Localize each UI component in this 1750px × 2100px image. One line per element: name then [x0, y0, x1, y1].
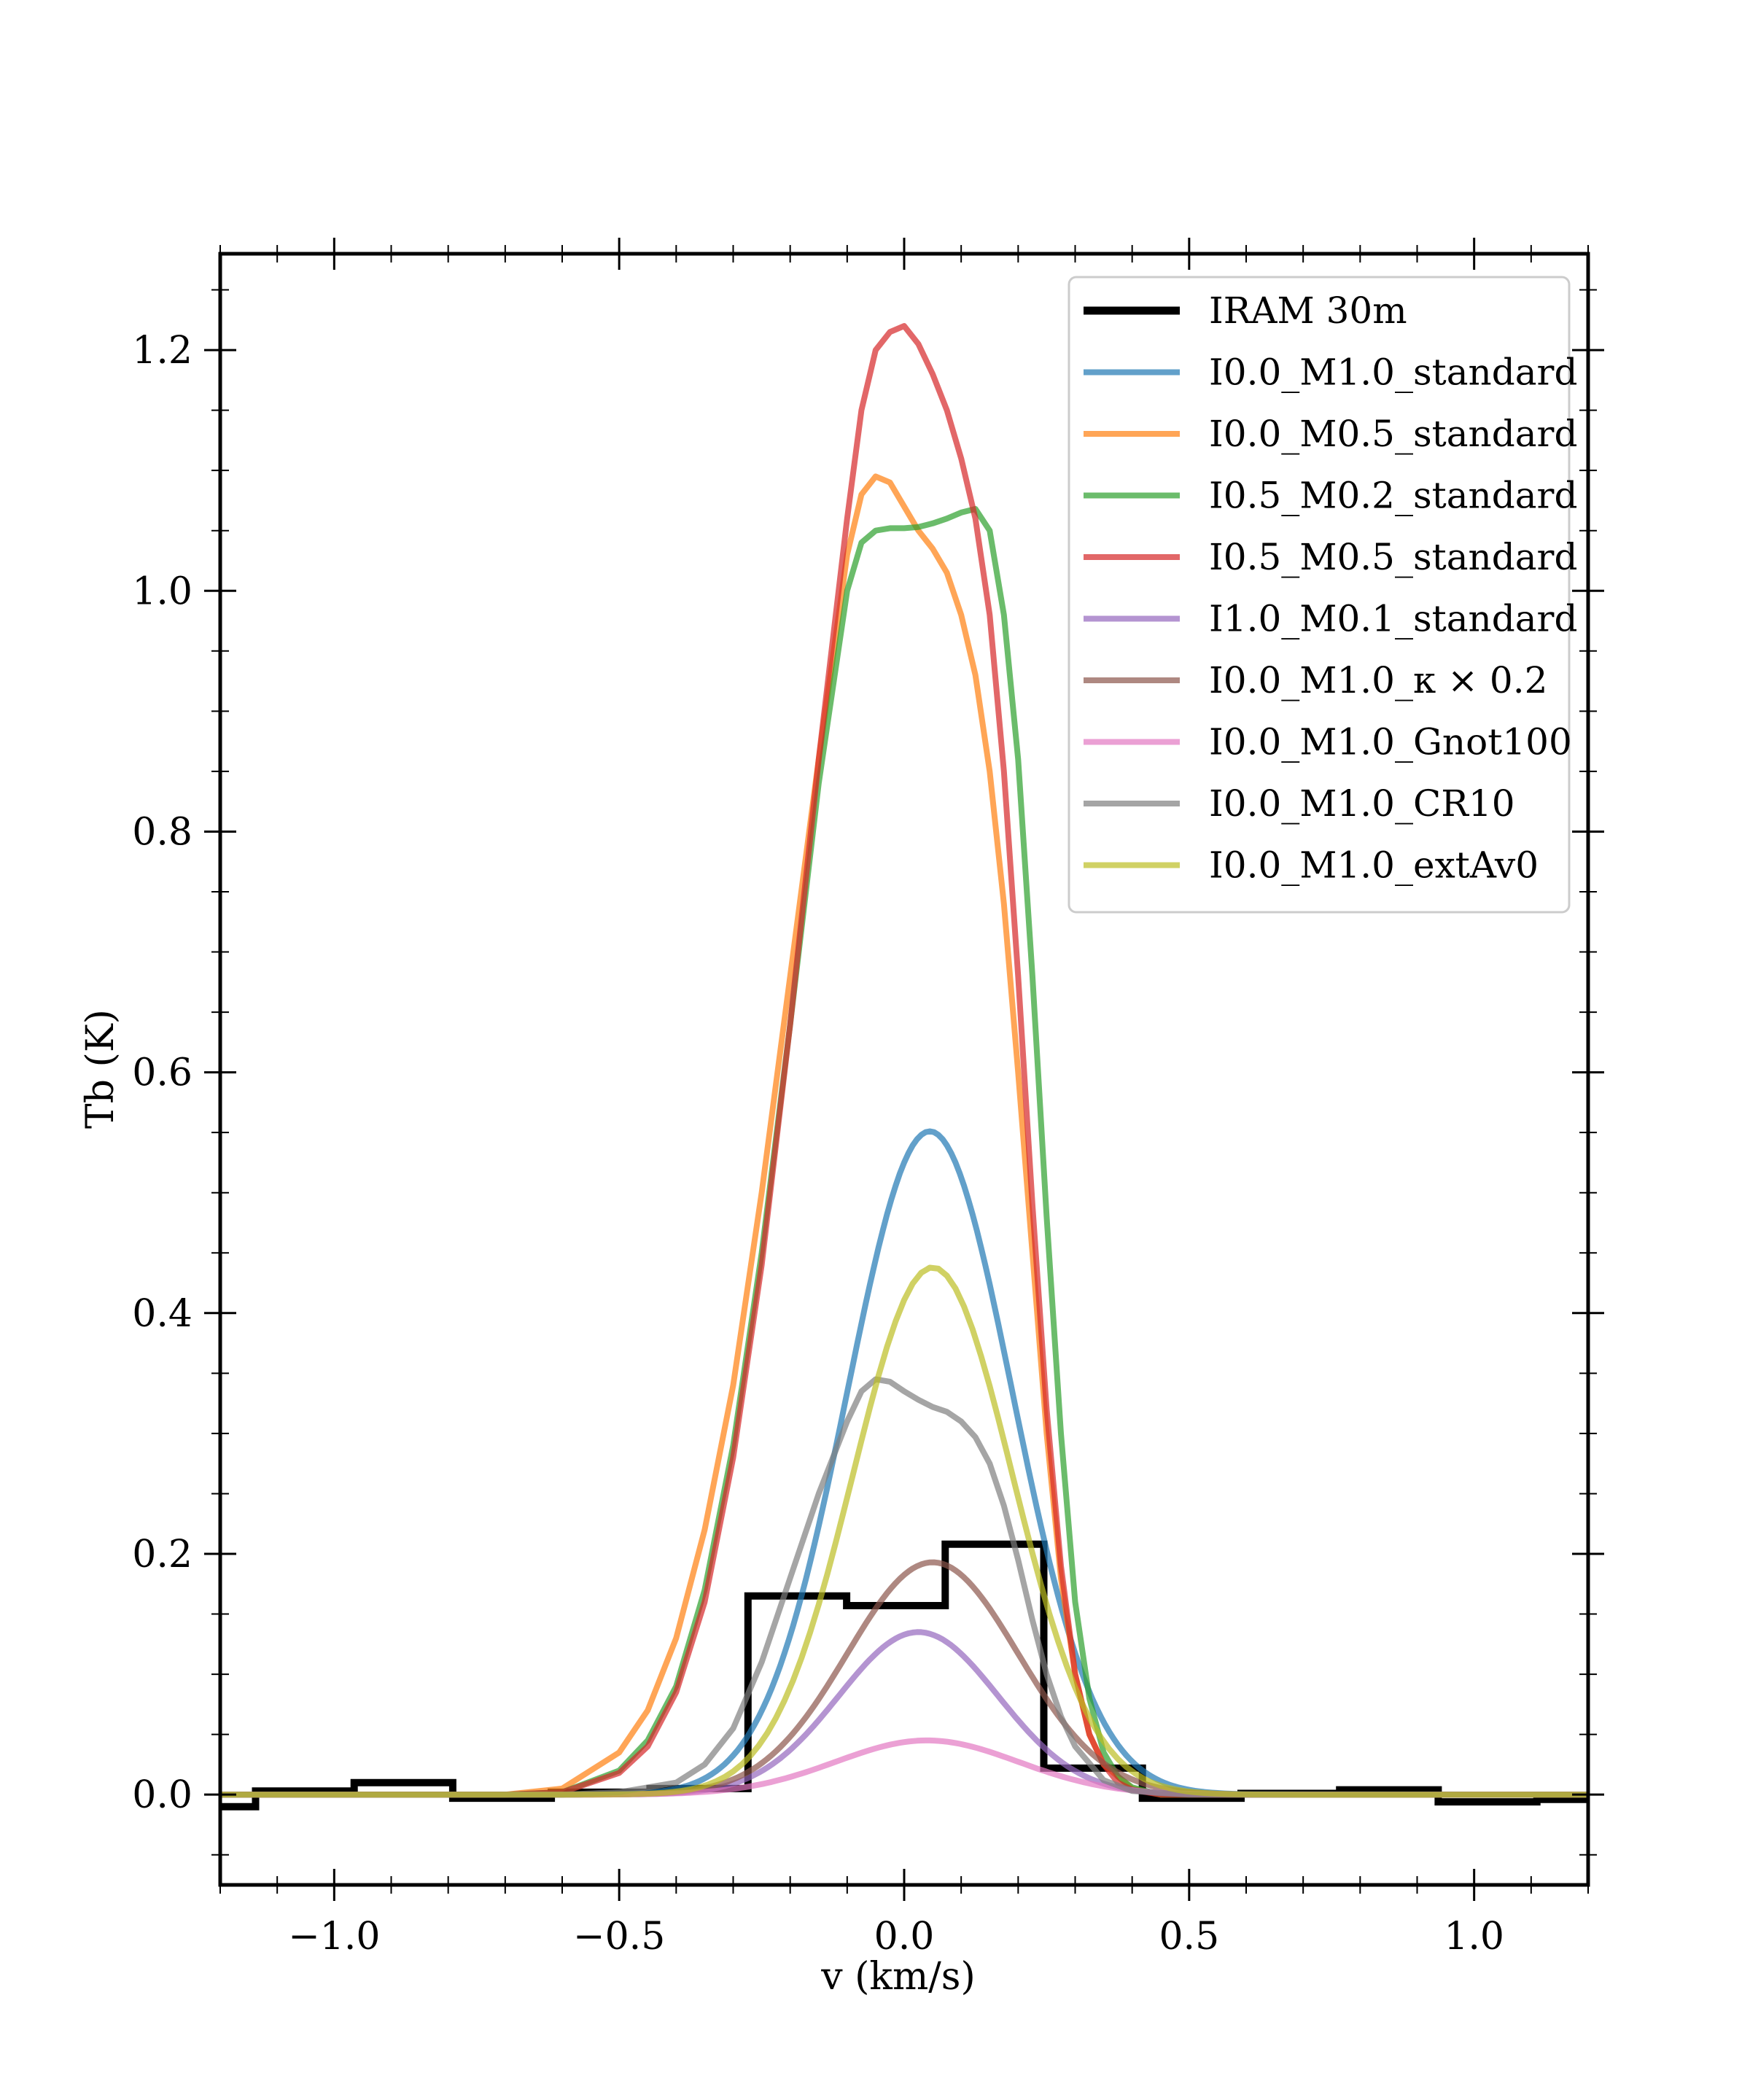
x-axis-label: v (km/s): [820, 1955, 976, 1999]
legend-label: I0.5_M0.5_standard: [1209, 536, 1577, 578]
legend-label: I0.0_M1.0_CR10: [1209, 782, 1515, 825]
legend-label: I0.0_M1.0_standard: [1209, 351, 1577, 394]
x-tick-label: −1.0: [288, 1915, 380, 1959]
series-line-3: [220, 506, 1588, 1798]
tick-layer: −1.0 −0.5 0.0 0.5 1.0 0.0 0.2 0.4 0.6 0.8 1.0 1.2: [132, 238, 1604, 1959]
legend: IRAM 30m I0.0_M1.0_standard I0.0_M0.5_stan…: [1068, 276, 1577, 914]
series-line-5: [220, 1629, 1588, 1798]
y-tick-label: 1.0: [132, 569, 192, 613]
series-layer: [220, 323, 1588, 1811]
legend-label: I0.0_M1.0_Gnot100: [1209, 721, 1572, 763]
x-tick-label: 0.0: [874, 1915, 935, 1959]
x-tick-label: −0.5: [573, 1915, 665, 1959]
y-tick-label: 0.8: [132, 810, 192, 854]
legend-box: [1068, 276, 1571, 914]
legend-label: I0.5_M0.2_standard: [1209, 475, 1577, 517]
series-line-9: [220, 1264, 1588, 1798]
series-line-8: [220, 1376, 1588, 1798]
x-tick-label: 1.0: [1444, 1915, 1504, 1959]
legend-label: I0.0_M1.0_extAv0: [1209, 844, 1539, 887]
series-line-6: [220, 1559, 1588, 1798]
y-tick-label: 0.6: [132, 1051, 192, 1095]
legend-label: I0.0_M0.5_standard: [1209, 413, 1577, 455]
legend-label: I0.0_M1.0_κ × 0.2: [1209, 659, 1547, 701]
legend-label: IRAM 30m: [1209, 289, 1407, 332]
series-line-1: [220, 1128, 1588, 1798]
y-axis-label: Tb (K): [79, 1009, 122, 1129]
y-tick-label: 0.2: [132, 1533, 192, 1576]
y-tick-label: 0.0: [132, 1773, 192, 1817]
y-tick-label: 0.4: [132, 1292, 192, 1336]
series-line-iram-30m: [220, 1540, 1588, 1811]
legend-label: I1.0_M0.1_standard: [1209, 598, 1577, 640]
x-tick-label: 0.5: [1159, 1915, 1219, 1959]
y-tick-label: 1.2: [132, 329, 192, 373]
